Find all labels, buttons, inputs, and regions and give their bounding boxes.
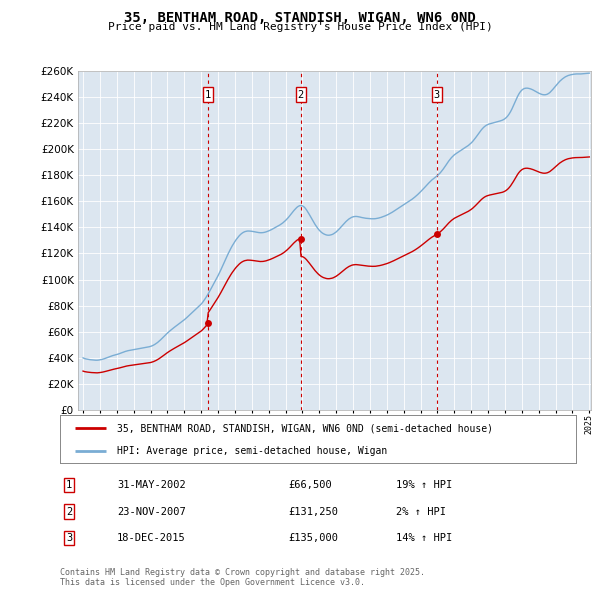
Text: Contains HM Land Registry data © Crown copyright and database right 2025.
This d: Contains HM Land Registry data © Crown c… <box>60 568 425 587</box>
Text: 35, BENTHAM ROAD, STANDISH, WIGAN, WN6 0ND: 35, BENTHAM ROAD, STANDISH, WIGAN, WN6 0… <box>124 11 476 25</box>
Text: 1: 1 <box>205 90 211 100</box>
Text: 19% ↑ HPI: 19% ↑ HPI <box>396 480 452 490</box>
Text: 2% ↑ HPI: 2% ↑ HPI <box>396 507 446 516</box>
Text: £135,000: £135,000 <box>288 533 338 543</box>
Text: £131,250: £131,250 <box>288 507 338 516</box>
Text: 18-DEC-2015: 18-DEC-2015 <box>117 533 186 543</box>
Text: 1: 1 <box>66 480 72 490</box>
Text: 2: 2 <box>298 90 304 100</box>
Text: 14% ↑ HPI: 14% ↑ HPI <box>396 533 452 543</box>
Text: HPI: Average price, semi-detached house, Wigan: HPI: Average price, semi-detached house,… <box>117 446 387 456</box>
Text: 2: 2 <box>66 507 72 516</box>
Text: £66,500: £66,500 <box>288 480 332 490</box>
Text: 35, BENTHAM ROAD, STANDISH, WIGAN, WN6 0ND (semi-detached house): 35, BENTHAM ROAD, STANDISH, WIGAN, WN6 0… <box>117 423 493 433</box>
Text: 3: 3 <box>66 533 72 543</box>
Text: 31-MAY-2002: 31-MAY-2002 <box>117 480 186 490</box>
Text: Price paid vs. HM Land Registry's House Price Index (HPI): Price paid vs. HM Land Registry's House … <box>107 22 493 32</box>
Text: 23-NOV-2007: 23-NOV-2007 <box>117 507 186 516</box>
Text: 3: 3 <box>434 90 440 100</box>
